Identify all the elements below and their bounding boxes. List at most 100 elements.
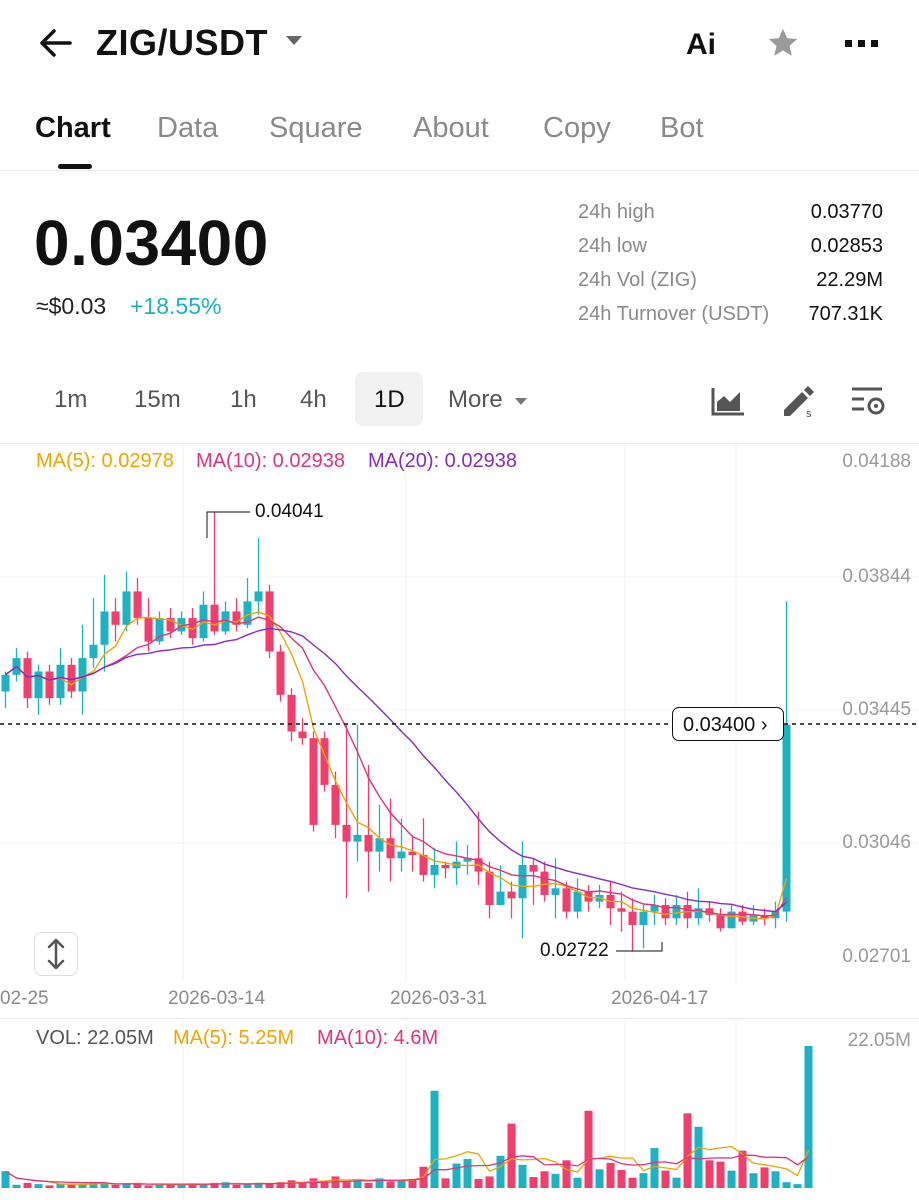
candle-body xyxy=(617,908,626,912)
stat-value: 0.02853 xyxy=(810,235,883,257)
candle-body xyxy=(353,834,362,842)
candle-body xyxy=(584,891,593,902)
x-tick-label: 2026-03-31 xyxy=(390,988,488,1009)
volume-bar xyxy=(67,1184,76,1188)
pair-title[interactable]: ZIG/USDT xyxy=(96,22,268,63)
draw-icon[interactable]: s xyxy=(778,380,818,420)
candle-body xyxy=(430,864,439,875)
candle-body xyxy=(320,738,329,785)
vol-ma10-legend: MA(10): 4.6M xyxy=(317,1027,439,1049)
candle-body xyxy=(254,591,263,602)
stat-value: 22.29M xyxy=(816,269,883,291)
candle-body xyxy=(210,604,219,632)
back-arrow-icon[interactable] xyxy=(38,28,74,58)
x-tick-label: 02-25 xyxy=(0,988,49,1009)
volume-bar xyxy=(562,1160,571,1188)
interval-1h[interactable]: 1h xyxy=(230,386,257,413)
stat-label: 24h low xyxy=(578,235,647,257)
volume-bar xyxy=(122,1184,131,1188)
indicator-settings-icon[interactable] xyxy=(848,380,888,420)
candle-body xyxy=(705,908,714,915)
volume-bar xyxy=(45,1185,54,1188)
volume-bar xyxy=(34,1184,43,1188)
candle-body xyxy=(331,784,340,825)
volume-bar xyxy=(56,1183,65,1188)
volume-bar xyxy=(507,1123,516,1188)
y-tick-label: 0.03844 xyxy=(842,566,911,587)
volume-bar xyxy=(188,1183,197,1188)
active-tab-indicator xyxy=(58,164,92,169)
y-tick-label: 0.03445 xyxy=(842,699,911,720)
last-price-tag-value: 0.03400 xyxy=(683,714,756,736)
max-price-leader xyxy=(206,511,250,538)
stat-label: 24h Turnover (USDT) xyxy=(578,303,770,325)
interval-more[interactable]: More xyxy=(448,386,503,413)
more-icon[interactable] xyxy=(844,38,880,50)
candle-body xyxy=(573,891,582,912)
candle-body xyxy=(727,911,736,929)
candle-body xyxy=(122,591,131,625)
star-icon[interactable] xyxy=(766,26,800,60)
candle-body xyxy=(661,904,670,919)
volume-bar xyxy=(628,1177,637,1188)
ai-icon[interactable]: Ai xyxy=(686,28,716,61)
volume-bar xyxy=(342,1181,351,1188)
volume-bar xyxy=(364,1182,373,1188)
candle-body xyxy=(650,904,659,912)
candle-body xyxy=(496,891,505,905)
volume-bar xyxy=(12,1184,21,1188)
y-tick-label: 0.04188 xyxy=(842,451,911,472)
volume-bar xyxy=(672,1177,681,1188)
volume-bar xyxy=(749,1173,758,1188)
interval-1d[interactable]: 1D xyxy=(374,386,405,413)
divider xyxy=(0,170,919,171)
candlestick-chart[interactable] xyxy=(0,444,919,982)
candle-body xyxy=(441,864,450,869)
candle-body xyxy=(155,618,164,642)
candle-body xyxy=(782,724,791,912)
dropdown-caret-icon[interactable] xyxy=(286,36,302,45)
svg-text:s: s xyxy=(806,408,812,420)
candle-body xyxy=(243,601,252,625)
ma20-legend: MA(20): 0.02938 xyxy=(368,450,517,472)
interval-4h[interactable]: 4h xyxy=(300,386,327,413)
candle-body xyxy=(364,834,373,852)
tab-copy[interactable]: Copy xyxy=(543,112,611,144)
candle-body xyxy=(45,671,54,699)
tab-chart[interactable]: Chart xyxy=(35,112,111,144)
tab-square[interactable]: Square xyxy=(269,112,363,144)
candle-body xyxy=(1,674,10,692)
tab-bot[interactable]: Bot xyxy=(660,112,704,144)
ma5-line xyxy=(5,611,788,920)
volume-bar xyxy=(243,1184,252,1188)
ma10-legend: MA(10): 0.02938 xyxy=(196,450,345,472)
tab-about[interactable]: About xyxy=(413,112,489,144)
volume-bar xyxy=(573,1177,582,1188)
candle-body xyxy=(89,644,98,659)
volume-divider xyxy=(0,1018,919,1019)
chevron-right-icon: › xyxy=(760,714,768,736)
volume-bar xyxy=(78,1184,87,1188)
tab-data[interactable]: Data xyxy=(157,112,219,144)
interval-1m[interactable]: 1m xyxy=(54,386,88,413)
candle-body xyxy=(298,731,307,739)
last-price-tag[interactable]: 0.03400 › xyxy=(672,707,784,741)
volume-bar xyxy=(375,1178,384,1188)
min-price-leader xyxy=(616,942,663,952)
volume-chart[interactable] xyxy=(0,1019,919,1200)
volume-bar xyxy=(738,1150,747,1188)
candle-body xyxy=(419,854,428,875)
selected-interval-bg xyxy=(355,372,423,426)
interval-15m[interactable]: 15m xyxy=(134,386,181,413)
candle-body xyxy=(56,664,65,699)
volume-bar xyxy=(485,1176,494,1188)
volume-bar xyxy=(496,1155,505,1188)
y-tick-label: 0.03046 xyxy=(842,832,911,853)
last-price: 0.03400 xyxy=(34,207,269,279)
candle-body xyxy=(232,611,241,625)
expand-vertical-button[interactable] xyxy=(34,932,78,976)
volume-bar xyxy=(529,1177,538,1188)
volume-bar xyxy=(386,1181,395,1188)
chart-type-icon[interactable] xyxy=(708,380,748,420)
chevron-down-icon xyxy=(515,398,527,405)
